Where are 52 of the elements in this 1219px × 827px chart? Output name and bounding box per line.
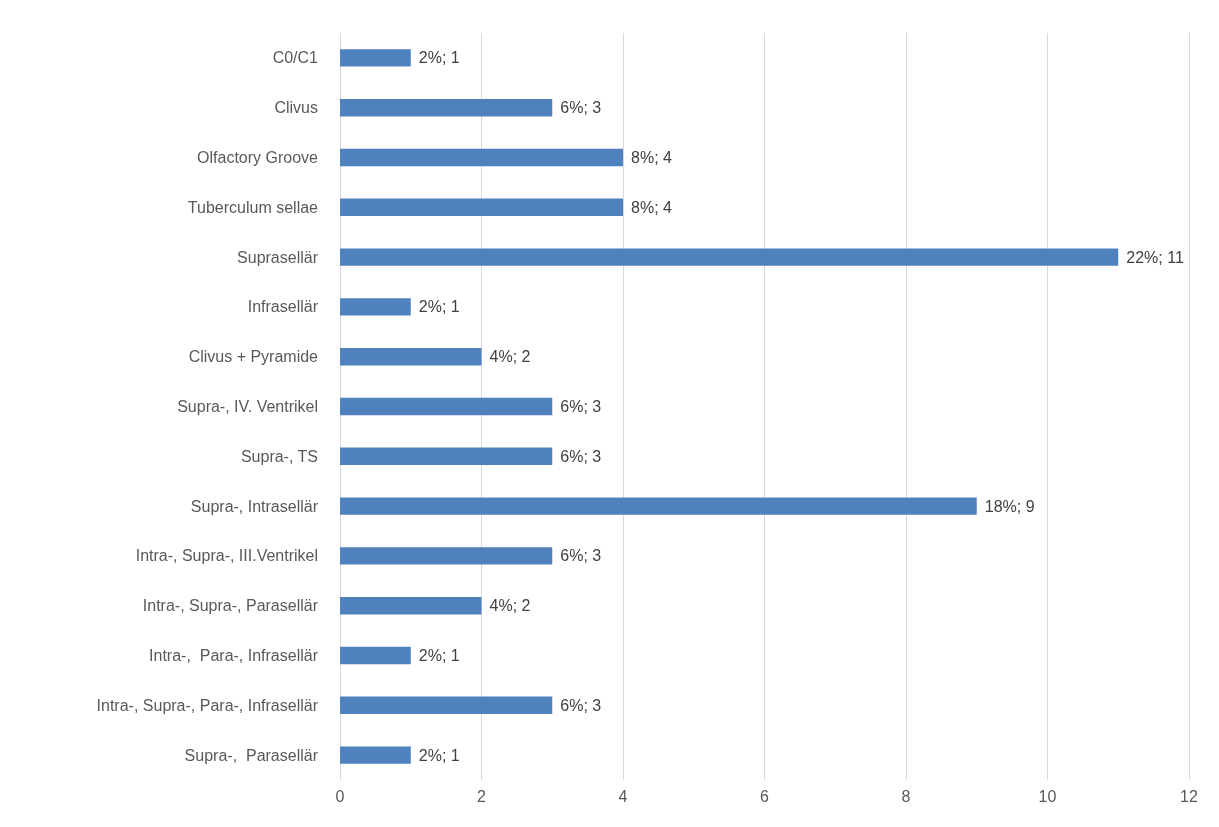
bar <box>340 198 623 217</box>
bar <box>340 447 553 466</box>
data-label: 8%; 4 <box>631 198 673 216</box>
data-label: 22%; 11 <box>1126 248 1184 266</box>
bar <box>340 397 553 416</box>
x-tick-label: 0 <box>335 787 345 805</box>
x-tick-label: 12 <box>1180 787 1198 805</box>
y-tick-label: Tuberculum sellae <box>187 198 319 216</box>
bar <box>340 98 553 117</box>
y-tick-label: Intra-, Supra-, Para-, Infrasellär <box>96 696 319 714</box>
data-label: 2%; 1 <box>418 49 460 67</box>
bar <box>340 248 1119 266</box>
bar <box>340 696 553 715</box>
y-tick-label: Supra-, TS <box>240 447 318 465</box>
data-label: 4%; 2 <box>489 597 531 615</box>
y-tick-label: Suprasellär <box>237 248 319 266</box>
data-label: 2%; 1 <box>418 746 460 764</box>
bar <box>340 596 482 615</box>
data-label: 6%; 3 <box>560 696 602 714</box>
bar <box>340 49 411 67</box>
y-tick-label: Clivus + Pyramide <box>188 348 319 366</box>
y-tick-label: Clivus <box>274 99 318 117</box>
data-label: 4%; 2 <box>489 348 531 366</box>
y-tick-label: Olfactory Groove <box>197 149 319 166</box>
data-label: 6%; 3 <box>560 447 602 465</box>
y-tick-label: Supra-, Parasellär <box>184 746 319 764</box>
x-tick-label: 10 <box>1038 787 1057 805</box>
bar <box>340 746 411 764</box>
data-label: 2%; 1 <box>418 647 460 664</box>
y-tick-label: Supra-, IV. Ventrikel <box>177 398 318 415</box>
y-tick-label: Supra-, Intrasellär <box>190 497 319 515</box>
bar <box>340 497 977 515</box>
data-label: 6%; 3 <box>560 99 602 117</box>
data-label: 2%; 1 <box>418 298 460 316</box>
bar <box>340 646 411 665</box>
y-tick-label: Intra-, Supra-, III.Ventrikel <box>135 547 318 565</box>
x-tick-label: 6 <box>760 787 770 805</box>
bar <box>340 298 411 316</box>
data-label: 18%; 9 <box>984 497 1035 515</box>
x-tick-label: 8 <box>901 787 911 805</box>
x-tick-label: 2 <box>477 787 487 805</box>
data-label: 6%; 3 <box>560 547 602 565</box>
y-tick-label: Infrasellär <box>247 298 319 316</box>
y-tick-label: C0/C1 <box>272 49 319 67</box>
y-tick-label: Intra-, Supra-, Parasellär <box>142 597 319 615</box>
y-tick-label: Intra-, Para-, Infrasellär <box>149 647 319 664</box>
x-tick-label: 4 <box>618 787 628 805</box>
bar <box>340 347 482 366</box>
bar <box>340 547 553 565</box>
bar <box>340 148 623 167</box>
data-label: 8%; 4 <box>631 149 673 166</box>
data-label: 6%; 3 <box>560 398 602 415</box>
